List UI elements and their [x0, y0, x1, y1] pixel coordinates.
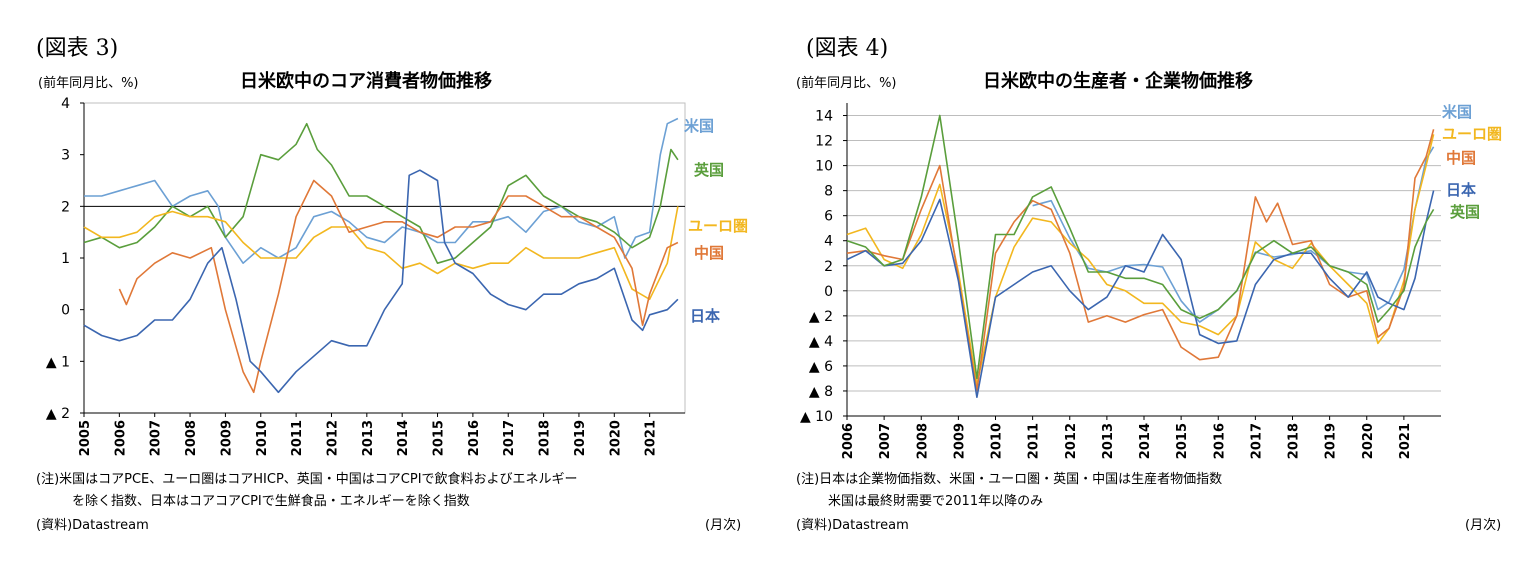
series-label-jp: 日本	[690, 307, 720, 325]
x-tick-label: 2014	[1138, 423, 1153, 459]
chart-note: 米国は最終財需要で2011年以降のみ	[828, 494, 1044, 509]
x-tick-label: 2009	[219, 420, 234, 456]
figure-label: (図表 4)	[806, 36, 889, 61]
series-label-cn: 中国	[694, 244, 724, 262]
y-tick-label: 14	[815, 109, 833, 125]
y-unit-label: (前年同月比、%)	[796, 76, 897, 91]
chart-4: 14 12 10 8 6 4 2 0 ▲ 2 ▲ 4 ▲ 6 ▲ 8 ▲ 10 2006 2007 2008 2…	[800, 103, 1502, 459]
x-unit-label: (月次)	[1465, 518, 1502, 533]
x-tick-label: 2007	[149, 420, 164, 456]
chart-title: 日米欧中の生産者・企業物価推移	[983, 71, 1253, 92]
y-tick-label: 0	[824, 284, 833, 300]
chart-3: 4 3 2 1 0 ▲ 1 ▲ 2 2005 2006 2007 2008 2009 2010 2011 2…	[46, 96, 748, 456]
x-tick-label: 2011	[1027, 423, 1042, 459]
x-tick-label: 2013	[1101, 423, 1116, 459]
y-tick-label: 8	[824, 184, 833, 200]
x-unit-label: (月次)	[705, 518, 742, 533]
chart-note: (注)米国はコアPCE、ユーロ圏はコアHICP、英国・中国はコアCPIで飲食料お…	[36, 472, 578, 487]
x-tick-label: 2014	[396, 420, 411, 456]
chart-note: (注)日本は企業物価指数、米国・ユーロ圏・英国・中国は生産者物価指数	[796, 472, 1223, 487]
x-tick-label: 2018	[1287, 423, 1302, 459]
series-label-eu: ユーロ圏	[688, 217, 748, 235]
y-tick-label: 4	[61, 96, 70, 112]
x-tick-label: 2006	[841, 423, 856, 459]
y-tick-label: ▲ 2	[809, 309, 833, 325]
plot-area	[847, 103, 1441, 416]
series-label-cn: 中国	[1446, 149, 1476, 167]
x-tick-label: 2015	[432, 420, 447, 456]
y-tick-label: ▲ 4	[809, 334, 833, 350]
chart-note: を除く指数、日本はコアコアCPIで生鮮食品・エネルギーを除く指数	[72, 494, 470, 509]
series-label-us: 米国	[1442, 103, 1472, 121]
x-tick-label: 2012	[325, 420, 340, 456]
x-tick-label: 2019	[573, 420, 588, 456]
x-tick-label: 2007	[878, 423, 893, 459]
x-tick-label: 2012	[1064, 423, 1079, 459]
x-tick-label: 2009	[952, 423, 967, 459]
x-tick-label: 2017	[1249, 423, 1264, 459]
x-tick-label: 2015	[1175, 423, 1190, 459]
x-tick-label: 2017	[502, 420, 517, 456]
series-line-cn	[846, 129, 1435, 392]
y-tick-label: ▲ 8	[809, 384, 833, 400]
series-label-eu: ユーロ圏	[1442, 125, 1502, 143]
y-tick-label: ▲ 6	[809, 359, 833, 375]
x-tick-label: 2005	[78, 420, 93, 456]
y-tick-label: ▲ 1	[46, 354, 70, 370]
y-tick-label: 3	[61, 148, 70, 164]
x-tick-label: 2008	[184, 420, 199, 456]
y-tick-label: 2	[824, 259, 833, 275]
x-tick-label: 2020	[608, 420, 623, 456]
series-label-jp: 日本	[1446, 181, 1476, 199]
x-tick-label: 2013	[361, 420, 376, 456]
series-line-us	[84, 117, 679, 265]
y-tick-label: 1	[61, 251, 70, 267]
x-tick-label: 2010	[990, 423, 1005, 459]
series-line-uk	[846, 114, 1435, 380]
series-label-us: 米国	[684, 117, 714, 135]
x-tick-label: 2011	[290, 420, 305, 456]
y-tick-label: 10	[815, 159, 833, 175]
x-tick-label: 2006	[113, 420, 128, 456]
series-label-uk: 英国	[694, 161, 724, 179]
figure-label: (図表 3)	[36, 36, 119, 61]
series-line-eu	[846, 134, 1435, 386]
source-label: (資料)Datastream	[796, 518, 909, 533]
source-label: (資料)Datastream	[36, 518, 149, 533]
chart-title: 日米欧中のコア消費者物価推移	[240, 71, 492, 92]
y-tick-label: ▲ 10	[800, 409, 833, 425]
y-unit-label: (前年同月比、%)	[38, 76, 139, 91]
series-line-jp	[83, 169, 679, 394]
x-tick-label: 2016	[467, 420, 482, 456]
x-tick-label: 2018	[538, 420, 553, 456]
x-tick-label: 2021	[1398, 423, 1413, 459]
x-tick-label: 2019	[1324, 423, 1339, 459]
y-tick-label: 2	[61, 199, 70, 215]
series-label-uk: 英国	[1450, 203, 1480, 221]
plot-area	[83, 102, 686, 414]
series-line-jp	[846, 190, 1435, 399]
x-tick-label: 2010	[255, 420, 270, 456]
x-tick-label: 2020	[1361, 423, 1376, 459]
x-tick-label: 2021	[644, 420, 659, 456]
series-line-us	[1032, 146, 1435, 323]
series-line-eu	[83, 206, 679, 301]
y-tick-label: ▲ 2	[46, 406, 70, 422]
x-tick-label: 2008	[915, 423, 930, 459]
y-tick-label: 6	[824, 209, 833, 225]
x-tick-label: 2016	[1212, 423, 1227, 459]
y-tick-label: 4	[824, 234, 833, 250]
y-tick-label: 0	[61, 303, 70, 319]
series-line-cn	[118, 179, 679, 394]
y-tick-label: 12	[815, 134, 833, 150]
